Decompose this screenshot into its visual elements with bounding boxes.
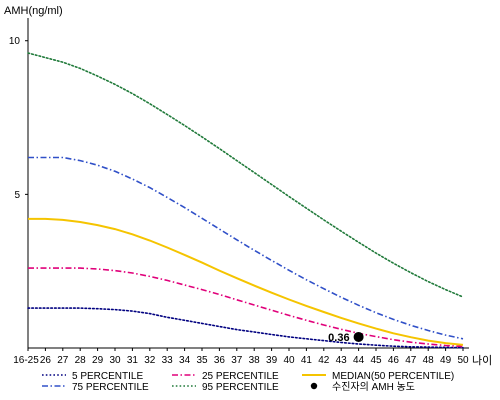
x-tick-label: 49 (440, 355, 452, 366)
x-tick-label: 36 (214, 355, 226, 366)
y-axis-title: AMH(ng/ml) (4, 5, 63, 17)
x-tick-label: 26 (40, 355, 52, 366)
x-tick-label: 27 (57, 355, 69, 366)
y-tick-label: 5 (14, 190, 20, 201)
series-line-5-percentile (27, 307, 464, 349)
series-layer (27, 52, 464, 349)
x-tick-label: 28 (75, 355, 87, 366)
x-tick-label: 31 (127, 355, 139, 366)
x-tick-label: 34 (179, 355, 191, 366)
patient-amh-value: 0.36 (328, 332, 349, 344)
legend-label: 5 PERCENTILE (72, 371, 143, 382)
x-tick-label: 38 (249, 355, 261, 366)
x-tick-label: 16-25 (13, 355, 39, 366)
legend: 5 PERCENTILE 25 PERCENTILE MEDIAN(50 PERCE… (42, 371, 454, 393)
series-line-95-percentile (27, 52, 464, 298)
x-tick-label: 29 (92, 355, 104, 366)
legend-marker (310, 382, 318, 390)
legend-label: 25 PERCENTILE (202, 371, 279, 382)
x-tick-label: 43 (336, 355, 348, 366)
series-line-median-50-percentile (28, 217, 464, 346)
x-tick-label: 47 (405, 355, 417, 366)
x-tick-label: 44 (353, 355, 365, 366)
y-tick-label: 10 (9, 36, 21, 47)
x-tick-label: 48 (423, 355, 435, 366)
series-line-75-percentile (28, 156, 464, 340)
legend-label: MEDIAN(50 PERCENTILE) (332, 371, 454, 382)
x-tick-label: 39 (266, 355, 278, 366)
x-tick-label: 46 (388, 355, 400, 366)
legend-label: 75 PERCENTILE (72, 382, 149, 393)
x-tick-label: 33 (162, 355, 174, 366)
series-line-25-percentile (28, 267, 464, 348)
x-tick-label: 42 (318, 355, 330, 366)
x-tick-label: 35 (196, 355, 208, 366)
x-axis-title: 나이 (472, 354, 492, 367)
legend-label: 95 PERCENTILE (202, 382, 279, 393)
x-ticks: 16-25 26 27 28 29 30 31 32 33 34 35 36 37 38 39 40 41 42 4… (13, 348, 469, 366)
x-tick-label: 40 (283, 355, 295, 366)
x-tick-label: 45 (370, 355, 382, 366)
x-tick-label: 30 (109, 355, 121, 366)
legend-label: 수진자의 AMH 농도 (332, 381, 415, 393)
x-tick-label: 41 (301, 355, 313, 366)
patient-amh-point (353, 331, 364, 342)
patient-layer: 0.36 (328, 331, 364, 344)
x-tick-label: 37 (231, 355, 243, 366)
y-ticks: 5 10 (9, 36, 28, 201)
x-tick-label: 32 (144, 355, 156, 366)
x-tick-label: 50 (457, 355, 469, 366)
